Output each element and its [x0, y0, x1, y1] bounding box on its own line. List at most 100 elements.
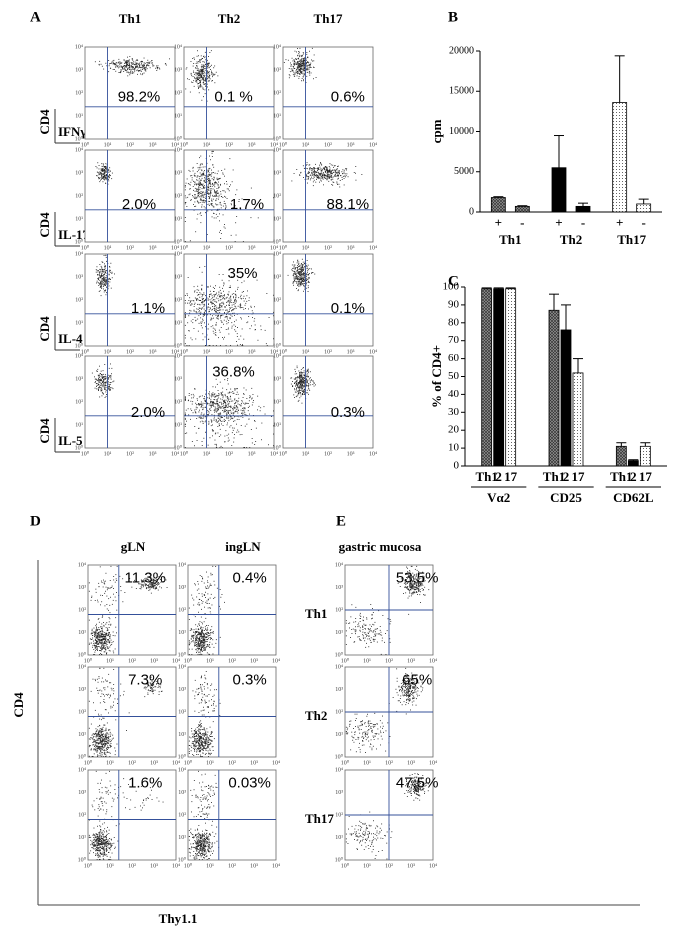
event-dot	[337, 166, 338, 167]
event-dot	[212, 216, 213, 217]
event-dot	[298, 284, 299, 285]
event-dot	[205, 166, 206, 167]
event-dot	[234, 306, 235, 307]
event-dot	[210, 405, 211, 406]
event-dot	[224, 402, 225, 403]
event-dot	[307, 272, 308, 273]
event-dot	[255, 441, 256, 442]
event-dot	[293, 262, 294, 263]
event-dot	[194, 57, 195, 58]
event-dot	[101, 163, 102, 164]
event-dot	[303, 76, 304, 77]
event-dot	[209, 77, 210, 78]
event-dot	[202, 173, 203, 174]
event-dot	[214, 304, 215, 305]
flow-tick-label: 10¹	[75, 422, 83, 428]
event-dot	[310, 167, 311, 168]
event-dot	[105, 255, 106, 256]
event-dot	[336, 176, 337, 177]
event-dot	[201, 55, 202, 56]
event-dot	[307, 72, 308, 73]
event-dot	[311, 67, 312, 68]
event-dot	[308, 265, 309, 266]
event-dot	[200, 202, 201, 203]
event-dot	[315, 164, 316, 165]
event-dot	[142, 69, 143, 70]
event-dot	[102, 395, 103, 396]
event-dot	[214, 410, 215, 411]
event-dot	[310, 382, 311, 383]
event-dot	[303, 177, 304, 178]
event-dot	[108, 180, 109, 181]
event-dot	[143, 66, 144, 67]
event-dot	[248, 309, 249, 310]
event-dot	[95, 379, 96, 380]
event-dot	[113, 61, 114, 62]
event-dot	[298, 62, 299, 63]
event-dot	[331, 176, 332, 177]
event-dot	[100, 650, 101, 651]
event-dot	[337, 168, 338, 169]
event-dot	[246, 301, 247, 302]
row-label: Th1	[305, 606, 327, 621]
event-dot	[90, 638, 91, 639]
flow-tick-label: 10³	[347, 451, 355, 457]
event-dot	[304, 275, 305, 276]
event-dot	[103, 383, 104, 384]
flow-tick-label: 10⁰	[174, 342, 183, 349]
event-dot	[235, 299, 236, 300]
event-dot	[98, 270, 99, 271]
event-dot	[214, 296, 215, 297]
event-dot	[221, 315, 222, 316]
event-dot	[197, 184, 198, 185]
event-dot	[215, 330, 216, 331]
event-dot	[203, 421, 204, 422]
event-dot	[213, 328, 214, 329]
event-dot	[101, 634, 102, 635]
event-dot	[290, 71, 291, 72]
event-dot	[103, 69, 104, 70]
event-dot	[138, 70, 139, 71]
event-dot	[214, 218, 215, 219]
event-dot	[204, 322, 205, 323]
event-dot	[303, 65, 304, 66]
event-dot	[296, 392, 297, 393]
event-dot	[217, 193, 218, 194]
event-dot	[94, 652, 95, 653]
event-dot	[234, 413, 235, 414]
event-dot	[218, 292, 219, 293]
event-dot	[299, 271, 300, 272]
event-dot	[158, 590, 159, 591]
event-dot	[91, 643, 92, 644]
event-dot	[297, 385, 298, 386]
event-dot	[212, 297, 213, 298]
event-dot	[203, 194, 204, 195]
event-dot	[100, 631, 101, 632]
event-dot	[196, 631, 197, 632]
event-dot	[324, 175, 325, 176]
event-dot	[327, 178, 328, 179]
event-dot	[196, 184, 197, 185]
column-header: Th2	[218, 11, 240, 26]
flow-tick-label: 10⁰	[84, 657, 93, 664]
event-dot	[212, 183, 213, 184]
event-dot	[218, 308, 219, 309]
event-dot	[216, 395, 217, 396]
event-dot	[92, 630, 93, 631]
event-dot	[203, 627, 204, 628]
event-dot	[214, 186, 215, 187]
event-dot	[134, 69, 135, 70]
event-dot	[106, 640, 107, 641]
event-dot	[252, 443, 253, 444]
event-dot	[99, 654, 100, 655]
event-dot	[111, 273, 112, 274]
event-dot	[112, 272, 113, 273]
event-dot	[113, 594, 114, 595]
flow-tick-label: 10²	[75, 90, 83, 96]
flow-tick-label: 10⁰	[174, 238, 183, 245]
event-dot	[203, 89, 204, 90]
event-dot	[116, 610, 117, 611]
event-dot	[296, 278, 297, 279]
event-dot	[197, 56, 198, 57]
event-dot	[242, 417, 243, 418]
